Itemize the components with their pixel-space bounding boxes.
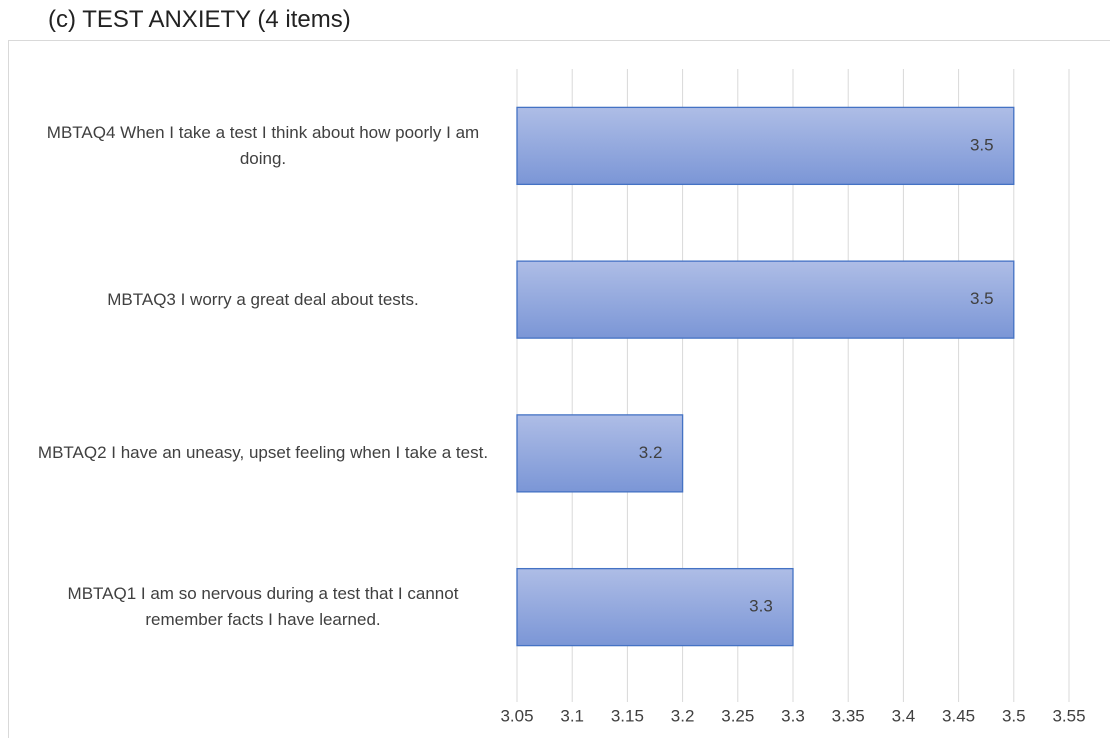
x-tick-label: 3.45	[942, 706, 975, 725]
x-tick-label: 3.4	[892, 706, 916, 725]
chart-title: (c) TEST ANXIETY (4 items)	[48, 6, 351, 33]
x-tick-label: 3.55	[1052, 706, 1085, 725]
x-tick-label: 3.1	[560, 706, 584, 725]
data-label: 3.5	[970, 289, 994, 308]
x-tick-label: 3.05	[500, 706, 533, 725]
y-tick-label: MBTAQ3 I worry a great deal about tests.	[107, 289, 419, 309]
bar	[516, 106, 1015, 186]
x-tick-label: 3.3	[781, 706, 805, 725]
chart-border	[8, 40, 1110, 738]
x-tick-label: 3.15	[611, 706, 644, 725]
x-tick-label: 3.35	[832, 706, 865, 725]
bar	[516, 260, 1015, 339]
x-tick-label: 3.5	[1002, 706, 1026, 725]
data-label: 3.5	[970, 135, 994, 154]
bar	[516, 414, 684, 493]
y-tick-label: MBTAQ2 I have an uneasy, upset feeling w…	[37, 443, 489, 463]
x-tick-label: 3.2	[671, 706, 695, 725]
x-tick-label: 3.25	[721, 706, 754, 725]
y-tick-label: MBTAQ4 When I take a test I think about …	[46, 122, 480, 168]
data-label: 3.2	[639, 443, 663, 462]
data-label: 3.3	[749, 597, 773, 616]
bar	[516, 567, 794, 647]
y-tick-label: MBTAQ1 I am so nervous during a test tha…	[67, 584, 459, 630]
